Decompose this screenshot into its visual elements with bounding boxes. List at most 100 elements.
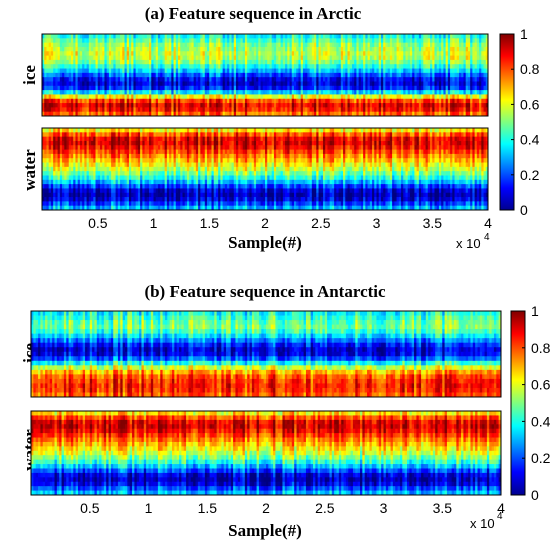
heatmap-cell-ice-arctic	[242, 51, 246, 56]
heatmap-cell-water-arctic	[82, 179, 85, 185]
heatmap-cell-ice-arctic	[322, 72, 326, 78]
heatmap-cell-ice-arctic	[53, 85, 56, 91]
heatmap-cell-ice-arctic	[331, 85, 335, 91]
heatmap-cell-water-arctic	[122, 184, 125, 189]
heatmap-cell-ice-arctic	[345, 98, 348, 104]
heatmap-cell-ice-arctic	[209, 90, 212, 95]
heatmap-cell-ice-arctic	[135, 90, 139, 95]
heatmap-cell-ice-arctic	[293, 72, 297, 78]
heatmap-cell-ice-arctic	[59, 72, 63, 78]
heatmap-cell-water-arctic	[128, 145, 132, 150]
heatmap-cell-ice-arctic	[385, 64, 389, 69]
heatmap-cell-ice-arctic	[476, 98, 480, 104]
heatmap-cell-water-arctic	[120, 205, 123, 211]
heatmap-cell-ice-arctic	[307, 68, 310, 74]
heatmap-cell-ice-arctic	[120, 103, 123, 108]
heatmap-cell-water-arctic	[64, 184, 67, 189]
heatmap-cell-ice-arctic	[316, 34, 319, 39]
heatmap-cell-water-arctic	[149, 158, 152, 163]
heatmap-cell-ice-arctic	[160, 46, 163, 52]
heatmap-cell-water-arctic	[62, 140, 65, 146]
heatmap-cell-water-arctic	[68, 179, 72, 185]
heatmap-cell-ice-arctic	[215, 59, 219, 65]
heatmap-cell-water-arctic	[149, 192, 152, 198]
heatmap-cell-ice-arctic	[178, 51, 181, 56]
heatmap-cell-ice-arctic	[213, 77, 217, 82]
heatmap-cell-ice-arctic	[287, 46, 290, 52]
heatmap-cell-ice-arctic	[137, 55, 141, 61]
heatmap-cell-ice-arctic	[423, 38, 426, 44]
heatmap-cell-water-arctic	[178, 175, 181, 181]
heatmap-cell-ice-arctic	[374, 51, 377, 56]
heatmap-cell-ice-arctic	[331, 90, 335, 95]
heatmap-cell-ice-arctic	[133, 38, 137, 44]
heatmap-cell-ice-arctic	[122, 59, 125, 65]
heatmap-cell-ice-arctic	[135, 94, 139, 100]
heatmap-cell-ice-arctic	[479, 107, 482, 113]
heatmap-cell-ice-arctic	[99, 38, 103, 44]
heatmap-cell-water-arctic	[57, 192, 61, 198]
heatmap-cell-ice-arctic	[287, 81, 290, 87]
heatmap-cell-water-arctic	[113, 201, 116, 207]
heatmap-cell-ice-arctic	[443, 85, 447, 91]
heatmap-cell-water-arctic	[84, 192, 87, 198]
heatmap-frame-ice-arctic	[41, 33, 489, 117]
heatmap-cell-ice-arctic	[467, 107, 471, 113]
heatmap-cell-water-arctic	[115, 197, 119, 202]
heatmap-cell-water-arctic	[84, 136, 87, 142]
heatmap-cell-water-arctic	[93, 149, 96, 155]
heatmap-cell-water-arctic	[131, 149, 134, 155]
heatmap-cell-water-arctic	[91, 145, 94, 150]
heatmap-cell-water-arctic	[135, 201, 139, 207]
heatmap-cell-ice-arctic	[82, 107, 85, 113]
heatmap-cell-water-arctic	[66, 184, 70, 189]
heatmap-cell-ice-arctic	[271, 98, 275, 104]
heatmap-cell-ice-arctic	[293, 103, 297, 108]
heatmap-cell-ice-arctic	[452, 51, 455, 56]
heatmap-cell-ice-arctic	[157, 81, 161, 87]
heatmap-cell-water-arctic	[104, 188, 108, 194]
heatmap-cell-ice-arctic	[256, 59, 259, 65]
heatmap-cell-ice-arctic	[135, 42, 139, 48]
heatmap-cell-ice-arctic	[383, 55, 386, 61]
heatmap-cell-ice-arctic	[62, 68, 65, 74]
heatmap-cell-ice-arctic	[383, 46, 386, 52]
heatmap-cell-ice-arctic	[249, 72, 253, 78]
heatmap-cell-ice-arctic	[79, 94, 83, 100]
heatmap-cell-ice-arctic	[146, 38, 150, 44]
heatmap-cell-water-arctic	[135, 171, 139, 176]
heatmap-cell-ice-arctic	[99, 64, 103, 69]
heatmap-cell-ice-arctic	[222, 77, 226, 82]
heatmap-cell-ice-arctic	[470, 103, 473, 108]
heatmap-cell-ice-arctic	[318, 94, 322, 100]
heatmap-cell-ice-arctic	[343, 111, 346, 117]
heatmap-cell-ice-arctic	[195, 42, 199, 48]
heatmap-cell-ice-arctic	[195, 85, 199, 91]
heatmap-cell-ice-arctic	[443, 94, 447, 100]
heatmap-cell-ice-arctic	[79, 107, 83, 113]
heatmap-cell-ice-arctic	[113, 64, 116, 69]
heatmap-cell-ice-arctic	[309, 34, 313, 39]
heatmap-cell-ice-arctic	[347, 38, 351, 44]
heatmap-cell-ice-arctic	[46, 107, 50, 113]
heatmap-cell-ice-arctic	[182, 55, 186, 61]
heatmap-cell-ice-arctic	[173, 34, 177, 39]
heatmap-cell-ice-arctic	[193, 59, 197, 65]
heatmap-cell-water-arctic	[44, 140, 47, 146]
heatmap-cell-ice-arctic	[82, 98, 85, 104]
heatmap-cell-ice-arctic	[287, 72, 290, 78]
heatmap-cell-ice-arctic	[416, 38, 420, 44]
heatmap-cell-ice-arctic	[249, 51, 253, 56]
heatmap-cell-water-arctic	[133, 166, 137, 172]
heatmap-cell-ice-arctic	[131, 46, 134, 52]
heatmap-cell-ice-arctic	[53, 107, 56, 113]
heatmap-cell-ice-arctic	[122, 46, 125, 52]
heatmap-cell-water-arctic	[175, 188, 179, 194]
heatmap-cell-water-arctic	[111, 158, 114, 163]
heatmap-cell-water-arctic	[164, 166, 168, 172]
heatmap-cell-water-arctic	[108, 128, 112, 133]
heatmap-cell-ice-arctic	[463, 42, 467, 48]
heatmap-cell-ice-arctic	[481, 64, 484, 69]
heatmap-cell-ice-arctic	[55, 81, 59, 87]
heatmap-cell-ice-arctic	[256, 51, 259, 56]
